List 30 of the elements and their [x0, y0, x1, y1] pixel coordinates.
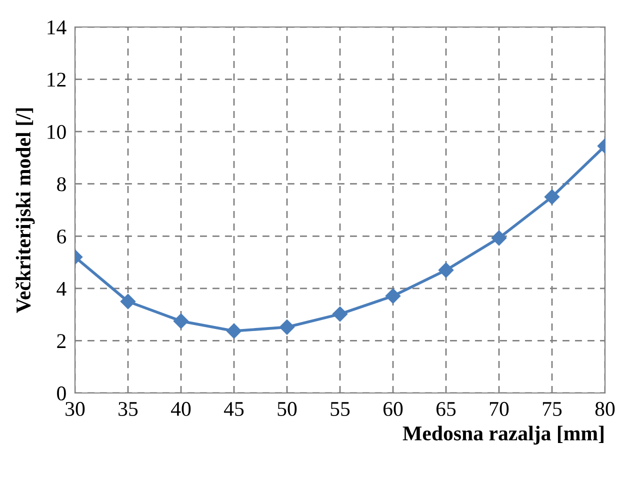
x-tick-label: 70 [490, 402, 509, 416]
point [120, 294, 136, 310]
y-tick-label: 10 [48, 124, 66, 140]
y-tick-label: 6 [57, 230, 66, 244]
point [438, 262, 454, 278]
point [173, 314, 189, 329]
x-tick-label: 55 [330, 402, 350, 416]
y-tick-label: 4 [56, 282, 66, 296]
y-tick-label: 14 [48, 20, 66, 34]
point [332, 306, 348, 322]
x-tick-label: 80 [595, 402, 615, 416]
x-tick-label: 60 [383, 402, 403, 416]
point [385, 288, 401, 304]
x-tick-label: 35 [118, 402, 138, 416]
x-tick-label: 40 [170, 402, 191, 416]
x-axis-title: Medosna razalja [mm] [402, 426, 604, 445]
y-axis-title: Večkriterijski model [/] [16, 108, 35, 313]
point [226, 323, 242, 339]
x-tick-label: 50 [278, 402, 297, 416]
x-tick-label: 75 [542, 402, 562, 416]
y-tick-label: 8 [57, 177, 66, 192]
y-tick-label: 2 [57, 334, 66, 348]
y-tick-label: 0 [57, 386, 66, 400]
point [491, 230, 507, 246]
x-tick-label: 65 [436, 402, 456, 416]
x-tick-label: 45 [224, 402, 244, 416]
point [544, 189, 560, 204]
y-tick-label: 12 [48, 72, 66, 87]
point [279, 320, 295, 335]
x-tick-label: 30 [66, 402, 85, 416]
